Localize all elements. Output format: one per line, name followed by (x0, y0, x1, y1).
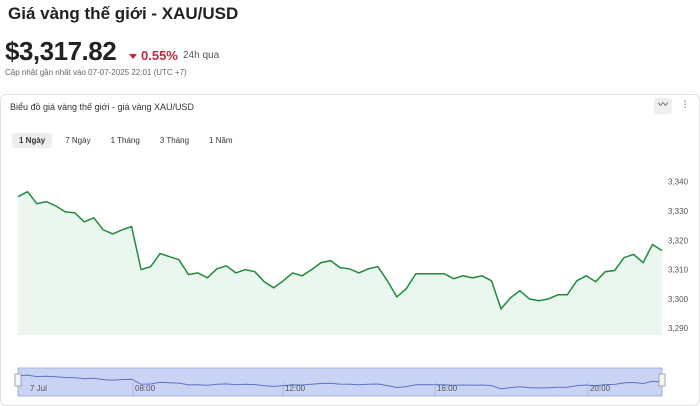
y-tick-label: 3,300 (668, 295, 689, 304)
y-tick-label: 3,290 (668, 324, 689, 333)
navigator-line (17, 374, 663, 390)
navigator (17, 367, 663, 397)
range-tab[interactable]: 3 Tháng (159, 136, 190, 145)
navigator-label: 12:00 (285, 384, 306, 393)
card-title: Biểu đồ giá vàng thế giới - giá vàng XAU… (10, 102, 195, 112)
navigator-label: 20:00 (590, 384, 611, 393)
navigator-handle (14, 373, 22, 387)
range-tab[interactable]: 1 Tháng (110, 136, 140, 145)
navigator-label: 7 Jul (30, 384, 47, 393)
period: 24h qua (183, 50, 220, 61)
page-title: Giá vàng thế giới - XAU/USD (8, 4, 239, 23)
updated: Cập nhật gần nhất vào 07-07-2025 22:01 (… (5, 68, 187, 77)
y-tick-label: 3,340 (668, 178, 689, 187)
y-tick-label: 3,330 (668, 207, 689, 216)
line-mode-button[interactable]: 〰 (654, 98, 672, 114)
y-tick-label: 3,310 (668, 266, 689, 275)
area (18, 191, 662, 335)
price-line (17, 190, 663, 311)
range-tab[interactable]: 1 Năm (209, 136, 233, 145)
navigator-label: 16:00 (437, 384, 458, 393)
range-tabs: 1 Ngày 7 Ngày 1 Tháng 3 Tháng 1 Năm (12, 133, 240, 148)
y-tick-label: 3,320 (668, 236, 689, 245)
navigator-label: 08:00 (135, 384, 156, 393)
candle-mode-button[interactable]: ⫶ (683, 100, 687, 111)
range-tab[interactable]: 1 Ngày (12, 133, 53, 148)
range-tab[interactable]: 7 Ngày (65, 136, 91, 145)
navigator-handle (658, 373, 666, 387)
price: $3,317.82 (5, 36, 117, 66)
change: 0.55% (129, 48, 178, 63)
